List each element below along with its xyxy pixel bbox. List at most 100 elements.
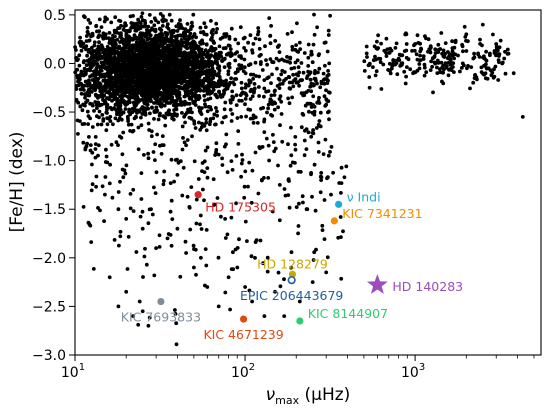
star-point [251, 72, 256, 77]
star-point [87, 222, 92, 226]
star-point [153, 18, 158, 23]
star-point [165, 236, 170, 241]
star-point [170, 217, 175, 222]
star-point [134, 68, 139, 73]
star-point [146, 24, 151, 29]
star-point [229, 76, 234, 81]
star-point [124, 75, 129, 80]
star-point [265, 110, 269, 115]
star-point [422, 65, 427, 70]
star-point [200, 161, 205, 165]
star-point [135, 48, 140, 53]
star-point [124, 289, 129, 294]
star-point [138, 52, 143, 57]
star-point [317, 95, 321, 100]
star-point [198, 72, 203, 77]
star-point [104, 147, 108, 152]
star-point [226, 72, 231, 77]
star-point [134, 250, 139, 254]
star-point [244, 92, 248, 96]
star-point [298, 170, 303, 174]
star-point [176, 33, 180, 38]
star-point [223, 100, 228, 105]
star-point [168, 209, 173, 214]
star-point [129, 122, 134, 127]
star-point [193, 88, 198, 93]
star-point [371, 65, 375, 69]
star-point [107, 31, 112, 35]
star-point [143, 24, 147, 29]
star-point [404, 55, 409, 60]
star-point [403, 32, 408, 37]
star-point [173, 158, 178, 162]
star-point [133, 28, 138, 33]
star-point [118, 35, 122, 39]
star-point [102, 219, 106, 224]
star-point [237, 237, 241, 242]
star-point [210, 29, 215, 33]
star-point [202, 86, 207, 91]
star-point [393, 62, 397, 67]
star-point [271, 132, 275, 137]
star-point [149, 20, 154, 24]
star-point [135, 26, 140, 31]
star-point [503, 71, 508, 76]
star-point [268, 41, 273, 46]
star-point [114, 67, 119, 72]
star-point [118, 78, 123, 83]
star-point [146, 151, 151, 156]
star-point [464, 32, 469, 37]
star-point [243, 48, 248, 53]
star-point [384, 36, 389, 41]
star-point [97, 17, 102, 22]
star-point [229, 26, 234, 31]
star-point [237, 63, 242, 67]
star-point [79, 48, 84, 53]
star-point [443, 41, 448, 45]
star-point [505, 47, 510, 52]
star-point [318, 110, 323, 115]
star-point [404, 42, 409, 46]
star-point [147, 85, 152, 90]
star-point [187, 57, 191, 62]
star-point [184, 143, 189, 148]
star-point [266, 143, 271, 148]
star-point [124, 34, 129, 38]
star-point [433, 47, 438, 52]
star-point [459, 66, 464, 70]
star-point [179, 81, 184, 86]
star-point [172, 100, 177, 105]
star-point [161, 48, 166, 53]
star-point [309, 49, 314, 54]
star-point [168, 51, 173, 56]
star-point [116, 304, 121, 309]
star-point [475, 77, 479, 82]
star-point [115, 37, 120, 42]
star-point [184, 251, 189, 255]
star-point [200, 38, 205, 43]
star-point [118, 179, 122, 184]
x-tick-label: 102 [231, 362, 255, 381]
star-point [151, 150, 156, 154]
star-point [320, 223, 325, 228]
y-tick-label: 0.5 [44, 8, 66, 24]
star-point [237, 54, 242, 59]
star-point [199, 106, 204, 110]
star-point [105, 55, 110, 60]
star-point [98, 56, 102, 61]
star-point [248, 97, 253, 101]
star-point [243, 71, 248, 76]
star-point [227, 36, 232, 41]
star-point [488, 53, 492, 58]
star-point [172, 70, 177, 75]
star-point [324, 270, 329, 275]
star-point [247, 288, 252, 293]
star-point [127, 97, 132, 101]
star-point [164, 65, 169, 69]
star-point [111, 122, 115, 127]
star-point [189, 97, 194, 101]
star-point [227, 65, 232, 70]
y-tick-label: −1.5 [32, 202, 66, 218]
star-point [328, 13, 332, 18]
star-point [110, 107, 114, 112]
